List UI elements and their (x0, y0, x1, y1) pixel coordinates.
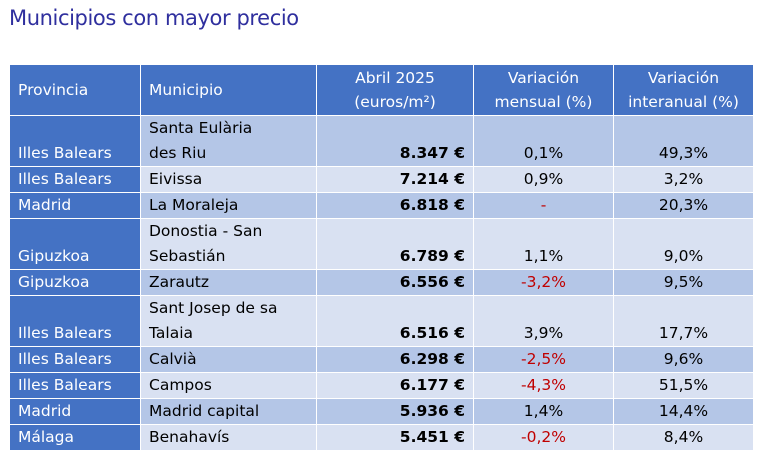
cell-precio: 6.177 € (316, 372, 474, 399)
table-row: Gipuzkoa Zarautz 6.556 € -3,2% 9,5% (9, 269, 754, 296)
cell-provincia: Illes Balears (9, 346, 141, 373)
cell-provincia: Madrid (9, 398, 141, 425)
header-interanual-line2: interanual (%) (628, 93, 739, 111)
table-row: Madrid La Moraleja 6.818 € - 20,3% (9, 192, 754, 219)
header-variacion-interanual: Variación interanual (%) (613, 64, 754, 116)
cell-municipio: Santa Eulària des Riu (140, 115, 317, 167)
cell-municipio: Madrid capital (140, 398, 317, 425)
cell-municipio-line1: Santa Eulària (149, 119, 253, 137)
cell-variacion-mensual: 1,4% (473, 398, 614, 425)
cell-variacion-mensual: 3,9% (473, 295, 614, 347)
cell-provincia: Illes Balears (9, 115, 141, 167)
cell-municipio: Donostia - San Sebastián (140, 218, 317, 270)
price-table: Provincia Municipio Abril 2025 (euros/m²… (9, 64, 754, 451)
cell-precio: 5.451 € (316, 424, 474, 451)
cell-variacion-interanual: 51,5% (613, 372, 754, 399)
cell-municipio: Benahavís (140, 424, 317, 451)
table-row: Illes Balears Santa Eulària des Riu 8.34… (9, 115, 754, 167)
cell-precio: 7.214 € (316, 166, 474, 193)
cell-municipio-line1: Sant Josep de sa (149, 299, 278, 317)
header-precio: Abril 2025 (euros/m²) (316, 64, 474, 116)
cell-municipio: Sant Josep de sa Talaia (140, 295, 317, 347)
cell-municipio-line1: Donostia - San (149, 222, 263, 240)
page-title: Municipios con mayor precio (9, 6, 299, 30)
table-row: Madrid Madrid capital 5.936 € 1,4% 14,4% (9, 398, 754, 425)
cell-variacion-interanual: 20,3% (613, 192, 754, 219)
cell-precio: 5.936 € (316, 398, 474, 425)
cell-variacion-mensual: - (473, 192, 614, 219)
cell-municipio-line2: Talaia (149, 324, 194, 342)
cell-variacion-mensual: -3,2% (473, 269, 614, 296)
cell-municipio: Calvià (140, 346, 317, 373)
cell-provincia: Illes Balears (9, 372, 141, 399)
cell-variacion-interanual: 49,3% (613, 115, 754, 167)
header-municipio: Municipio (140, 64, 317, 116)
cell-provincia: Gipuzkoa (9, 269, 141, 296)
cell-variacion-interanual: 14,4% (613, 398, 754, 425)
cell-provincia: Madrid (9, 192, 141, 219)
cell-variacion-mensual: -4,3% (473, 372, 614, 399)
cell-variacion-mensual: -0,2% (473, 424, 614, 451)
table-header-row: Provincia Municipio Abril 2025 (euros/m²… (9, 64, 754, 116)
cell-municipio: Zarautz (140, 269, 317, 296)
cell-provincia: Málaga (9, 424, 141, 451)
cell-variacion-mensual: -2,5% (473, 346, 614, 373)
table-row: Gipuzkoa Donostia - San Sebastián 6.789 … (9, 218, 754, 270)
cell-variacion-mensual: 0,1% (473, 115, 614, 167)
cell-precio: 8.347 € (316, 115, 474, 167)
header-provincia: Provincia (9, 64, 141, 116)
cell-variacion-interanual: 9,6% (613, 346, 754, 373)
cell-municipio: Eivissa (140, 166, 317, 193)
cell-municipio: La Moraleja (140, 192, 317, 219)
cell-municipio-line2: Sebastián (149, 247, 226, 265)
table-row: Illes Balears Eivissa 7.214 € 0,9% 3,2% (9, 166, 754, 193)
cell-precio: 6.516 € (316, 295, 474, 347)
cell-variacion-interanual: 8,4% (613, 424, 754, 451)
cell-variacion-interanual: 9,0% (613, 218, 754, 270)
header-interanual-line1: Variación (647, 69, 720, 87)
cell-precio: 6.789 € (316, 218, 474, 270)
header-variacion-mensual: Variación mensual (%) (473, 64, 614, 116)
cell-municipio-line2: des Riu (149, 144, 207, 162)
cell-precio: 6.298 € (316, 346, 474, 373)
cell-precio: 6.556 € (316, 269, 474, 296)
cell-provincia: Gipuzkoa (9, 218, 141, 270)
cell-variacion-interanual: 17,7% (613, 295, 754, 347)
header-mensual-line1: Variación (507, 69, 580, 87)
table-row: Málaga Benahavís 5.451 € -0,2% 8,4% (9, 424, 754, 451)
cell-variacion-interanual: 9,5% (613, 269, 754, 296)
header-precio-line1: Abril 2025 (355, 69, 435, 87)
cell-municipio: Campos (140, 372, 317, 399)
table-row: Illes Balears Calvià 6.298 € -2,5% 9,6% (9, 346, 754, 373)
header-precio-line2: (euros/m²) (354, 93, 436, 111)
cell-provincia: Illes Balears (9, 295, 141, 347)
cell-provincia: Illes Balears (9, 166, 141, 193)
cell-variacion-mensual: 0,9% (473, 166, 614, 193)
cell-precio: 6.818 € (316, 192, 474, 219)
table-row: Illes Balears Campos 6.177 € -4,3% 51,5% (9, 372, 754, 399)
cell-variacion-mensual: 1,1% (473, 218, 614, 270)
header-mensual-line2: mensual (%) (494, 93, 593, 111)
table-row: Illes Balears Sant Josep de sa Talaia 6.… (9, 295, 754, 347)
cell-variacion-interanual: 3,2% (613, 166, 754, 193)
